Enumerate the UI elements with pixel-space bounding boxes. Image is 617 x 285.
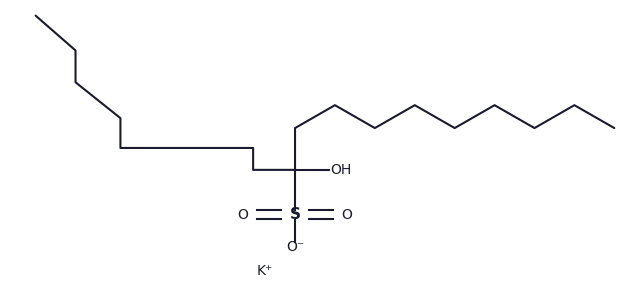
Text: O: O bbox=[341, 208, 352, 222]
Text: OH: OH bbox=[331, 163, 352, 177]
Text: O: O bbox=[238, 208, 249, 222]
Text: S: S bbox=[289, 207, 300, 222]
Text: O⁻: O⁻ bbox=[286, 241, 304, 255]
Text: K⁺: K⁺ bbox=[257, 264, 273, 278]
